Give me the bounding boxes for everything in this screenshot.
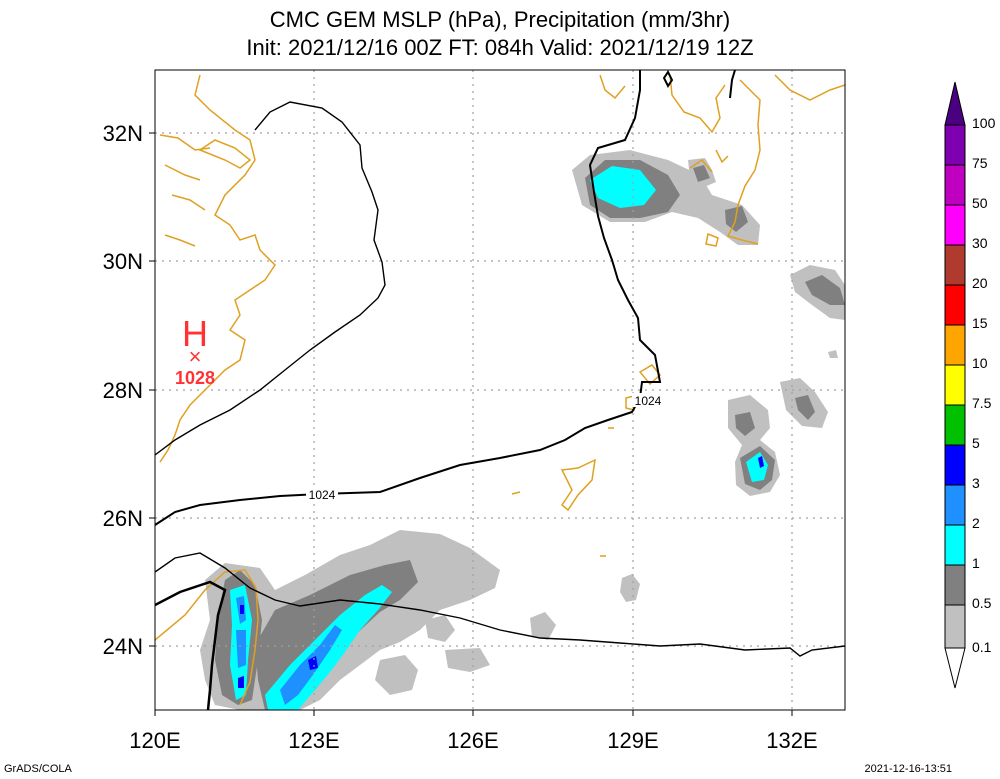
lon-label: 120E (129, 728, 180, 753)
colorbar-swatch (944, 484, 966, 526)
lon-label: 132E (766, 728, 817, 753)
colorbar-swatch (944, 364, 966, 406)
precipitation-colorbar: 100 75 50 30 20 15 10 7.5 5 3 2 1 0.5 0.… (944, 81, 996, 689)
colorbar-label: 0.5 (972, 595, 992, 611)
lat-label: 32N (103, 121, 143, 146)
isobar-label: 1024 (309, 488, 336, 502)
colorbar-label: 2 (972, 515, 980, 531)
lon-label: 126E (447, 728, 498, 753)
axis-ticks (149, 132, 793, 716)
precipitation-shading (200, 150, 845, 710)
footer-timestamp: 2021-12-16-13:51 (864, 763, 952, 775)
isobar-label: 1024 (635, 394, 662, 408)
colorbar-label: 50 (972, 195, 988, 211)
colorbar-label: 10 (972, 355, 988, 371)
lon-label: 123E (288, 728, 339, 753)
colorbar-label: 1 (972, 555, 980, 571)
coastlines (155, 74, 845, 706)
colorbar-swatch (944, 604, 966, 649)
colorbar-label: 3 (972, 475, 980, 491)
colorbar-swatch (944, 444, 966, 486)
colorbar-label: 5 (972, 435, 980, 451)
colorbar-swatch (944, 164, 966, 206)
colorbar-label: 30 (972, 235, 988, 251)
title-line-1: CMC GEM MSLP (hPa), Precipitation (mm/3h… (269, 7, 731, 32)
colorbar-label: 100 (972, 115, 996, 131)
colorbar-swatch (944, 204, 966, 246)
colorbar-swatch (944, 404, 966, 446)
high-pressure-value: 1028 (175, 368, 215, 388)
colorbar-label: 20 (972, 275, 988, 291)
lat-label: 28N (103, 378, 143, 403)
colorbar-swatch (944, 124, 966, 166)
colorbar-swatch (944, 564, 966, 606)
high-pressure-marker: × (189, 344, 202, 369)
colorbar-swatch (944, 244, 966, 286)
colorbar-swatch (944, 284, 966, 326)
colorbar-bottom-arrow (944, 647, 966, 689)
lon-label: 129E (607, 728, 658, 753)
grid-lines (155, 70, 845, 710)
high-pressure-symbol: H (182, 313, 208, 354)
lat-label: 24N (103, 634, 143, 659)
colorbar-label: 0.1 (972, 639, 992, 655)
lat-label: 30N (103, 249, 143, 274)
colorbar-swatch (944, 524, 966, 566)
title-line-2: Init: 2021/12/16 00Z FT: 084h Valid: 202… (246, 35, 754, 60)
lat-label: 26N (103, 506, 143, 531)
isobars (155, 70, 845, 710)
colorbar-label: 7.5 (972, 395, 992, 411)
colorbar-top-arrow (944, 81, 966, 126)
colorbar-label: 15 (972, 315, 988, 331)
colorbar-label: 75 (972, 155, 988, 171)
footer-credit: GrADS/COLA (4, 763, 72, 775)
colorbar-swatch (944, 324, 966, 366)
